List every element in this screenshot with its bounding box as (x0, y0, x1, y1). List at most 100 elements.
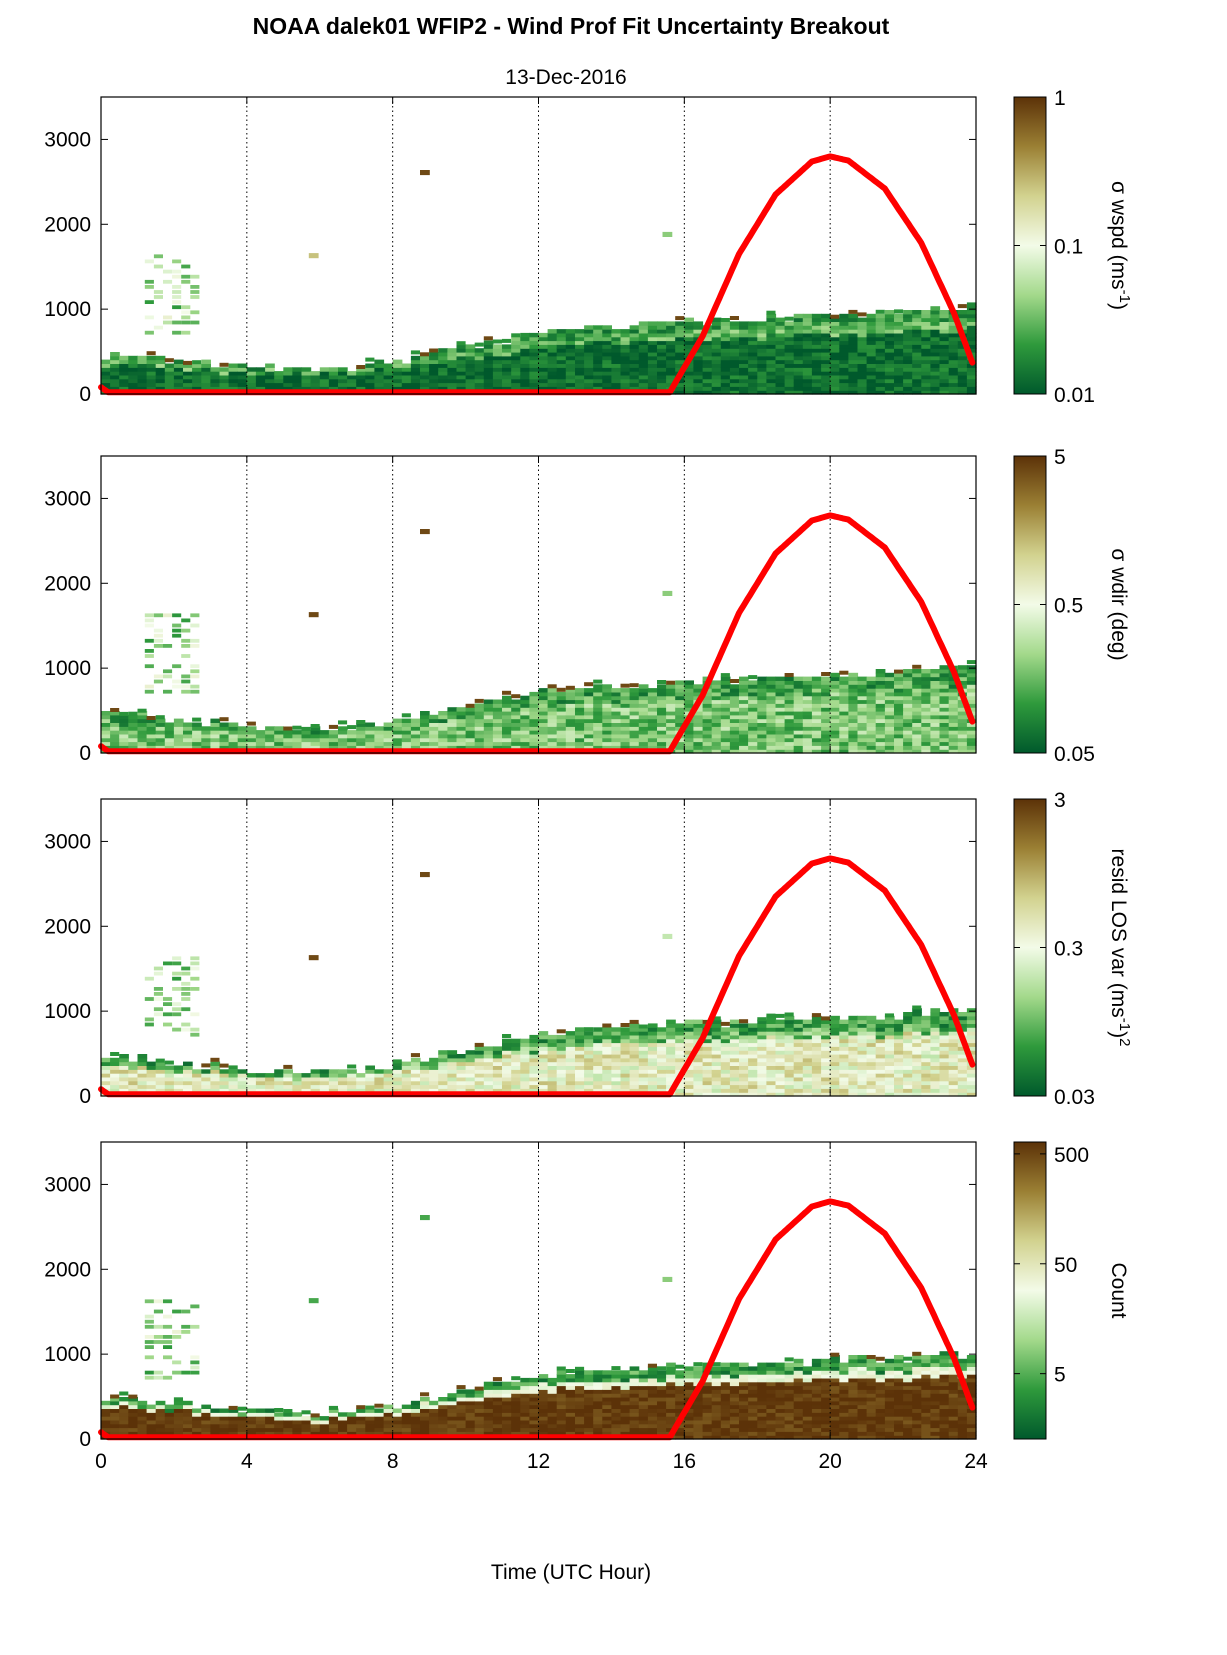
heatmap-cell (420, 1423, 430, 1429)
heatmap-cell (957, 1057, 968, 1063)
heatmap-cell (739, 321, 749, 326)
colorbar-label: σ wdir (deg) (1107, 548, 1130, 660)
heatmap-cell (675, 684, 685, 689)
heatmap-cell (666, 332, 676, 338)
heatmap-cell (884, 703, 895, 708)
heatmap-cell (839, 325, 849, 330)
heatmap-cell (565, 726, 576, 731)
heatmap-cell (748, 1046, 758, 1051)
heatmap-cell (219, 1412, 230, 1417)
heatmap-cell (492, 703, 503, 708)
heatmap-cell (456, 363, 467, 368)
heatmap-cell (392, 1408, 403, 1413)
heatmap-cell (693, 1034, 704, 1040)
heatmap-cell (875, 741, 886, 746)
heatmap-cell (711, 325, 722, 330)
heatmap-cell (875, 1023, 886, 1028)
heatmap-cell (246, 1431, 257, 1436)
heatmap-cell (456, 707, 467, 712)
heatmap-cell (894, 741, 904, 746)
heatmap-cell (884, 1080, 895, 1086)
heatmap-cell (857, 1038, 868, 1044)
heatmap-cell (347, 386, 357, 391)
heatmap-cell (190, 956, 200, 961)
heatmap-cell (757, 688, 767, 693)
heatmap-cell (839, 332, 849, 338)
heatmap-cell (948, 1042, 959, 1047)
heatmap-cell (465, 1431, 476, 1436)
heatmap-cell (757, 325, 767, 330)
heatmap-cell (365, 382, 375, 387)
heatmap-cell (347, 1080, 357, 1086)
heatmap-cell (675, 363, 685, 368)
heatmap-cell (830, 1057, 840, 1063)
heatmap-cell (802, 1034, 813, 1040)
heatmap-cell (775, 711, 786, 716)
heatmap-cell (292, 745, 303, 750)
heatmap-cell (611, 737, 622, 743)
heatmap-cell (347, 1431, 357, 1436)
heatmap-cell (939, 745, 950, 750)
heatmap-cell (438, 371, 448, 376)
heatmap-cell (128, 1419, 138, 1425)
heatmap-cell (465, 1404, 476, 1409)
heatmap-cell (319, 1431, 330, 1436)
heatmap-cell (155, 374, 166, 380)
heatmap-cell (219, 1073, 230, 1078)
heatmap-cell (830, 329, 840, 334)
heatmap-cell (144, 315, 154, 320)
heatmap-cell (866, 749, 877, 754)
heatmap-cell (802, 730, 813, 735)
heatmap-cell (657, 355, 667, 361)
heatmap-cell (966, 1084, 977, 1089)
heatmap-cell (319, 1416, 330, 1421)
heatmap-cell (821, 1016, 831, 1021)
heatmap-cell (939, 344, 950, 349)
heatmap-cell (894, 718, 904, 723)
heatmap-cell (948, 321, 959, 326)
heatmap-cell (429, 367, 439, 372)
heatmap-cell (183, 1400, 193, 1406)
heatmap-cell (748, 1031, 758, 1036)
heatmap-cell (684, 1065, 694, 1070)
heatmap-cell (474, 355, 485, 361)
heatmap-cell (602, 374, 612, 380)
heatmap-cell (729, 737, 740, 743)
heatmap-cell (948, 378, 959, 384)
heatmap-cell (292, 1427, 303, 1432)
heatmap-cell (839, 348, 849, 353)
heatmap-cell (903, 703, 913, 708)
heatmap-cell (128, 1065, 138, 1070)
heatmap-cell (647, 1050, 658, 1055)
heatmap-cell (429, 374, 439, 380)
heatmap-cell (711, 711, 722, 716)
heatmap-cell (811, 741, 822, 746)
heatmap-cell (219, 1427, 230, 1432)
heatmap-cell (793, 1050, 804, 1055)
heatmap-cell (875, 699, 886, 704)
heatmap-cell (173, 1416, 184, 1421)
heatmap-cell (757, 1057, 767, 1063)
heatmap-cell (802, 1069, 813, 1074)
heatmap-cell (164, 1060, 174, 1065)
heatmap-cell (365, 357, 375, 362)
heatmap-cell (748, 714, 758, 720)
heatmap-cell (201, 371, 211, 376)
heatmap-cell (720, 344, 731, 349)
heatmap-cell (483, 378, 494, 384)
heatmap-cell (365, 733, 375, 739)
heatmap-cell (702, 1057, 713, 1063)
heatmap-cell (793, 325, 804, 330)
heatmap-cell (957, 718, 968, 723)
heatmap-cell (757, 1031, 767, 1036)
heatmap-cell (620, 1065, 631, 1070)
heatmap-cell (447, 730, 458, 735)
heatmap-cell (675, 1027, 685, 1032)
heatmap-cell (110, 1061, 120, 1066)
heatmap-cell (128, 1423, 138, 1429)
heatmap-cell (748, 325, 758, 330)
heatmap-cell (675, 329, 685, 334)
heatmap-cell (420, 378, 430, 384)
heatmap-cell (784, 673, 794, 677)
heatmap-cell (821, 1084, 831, 1089)
